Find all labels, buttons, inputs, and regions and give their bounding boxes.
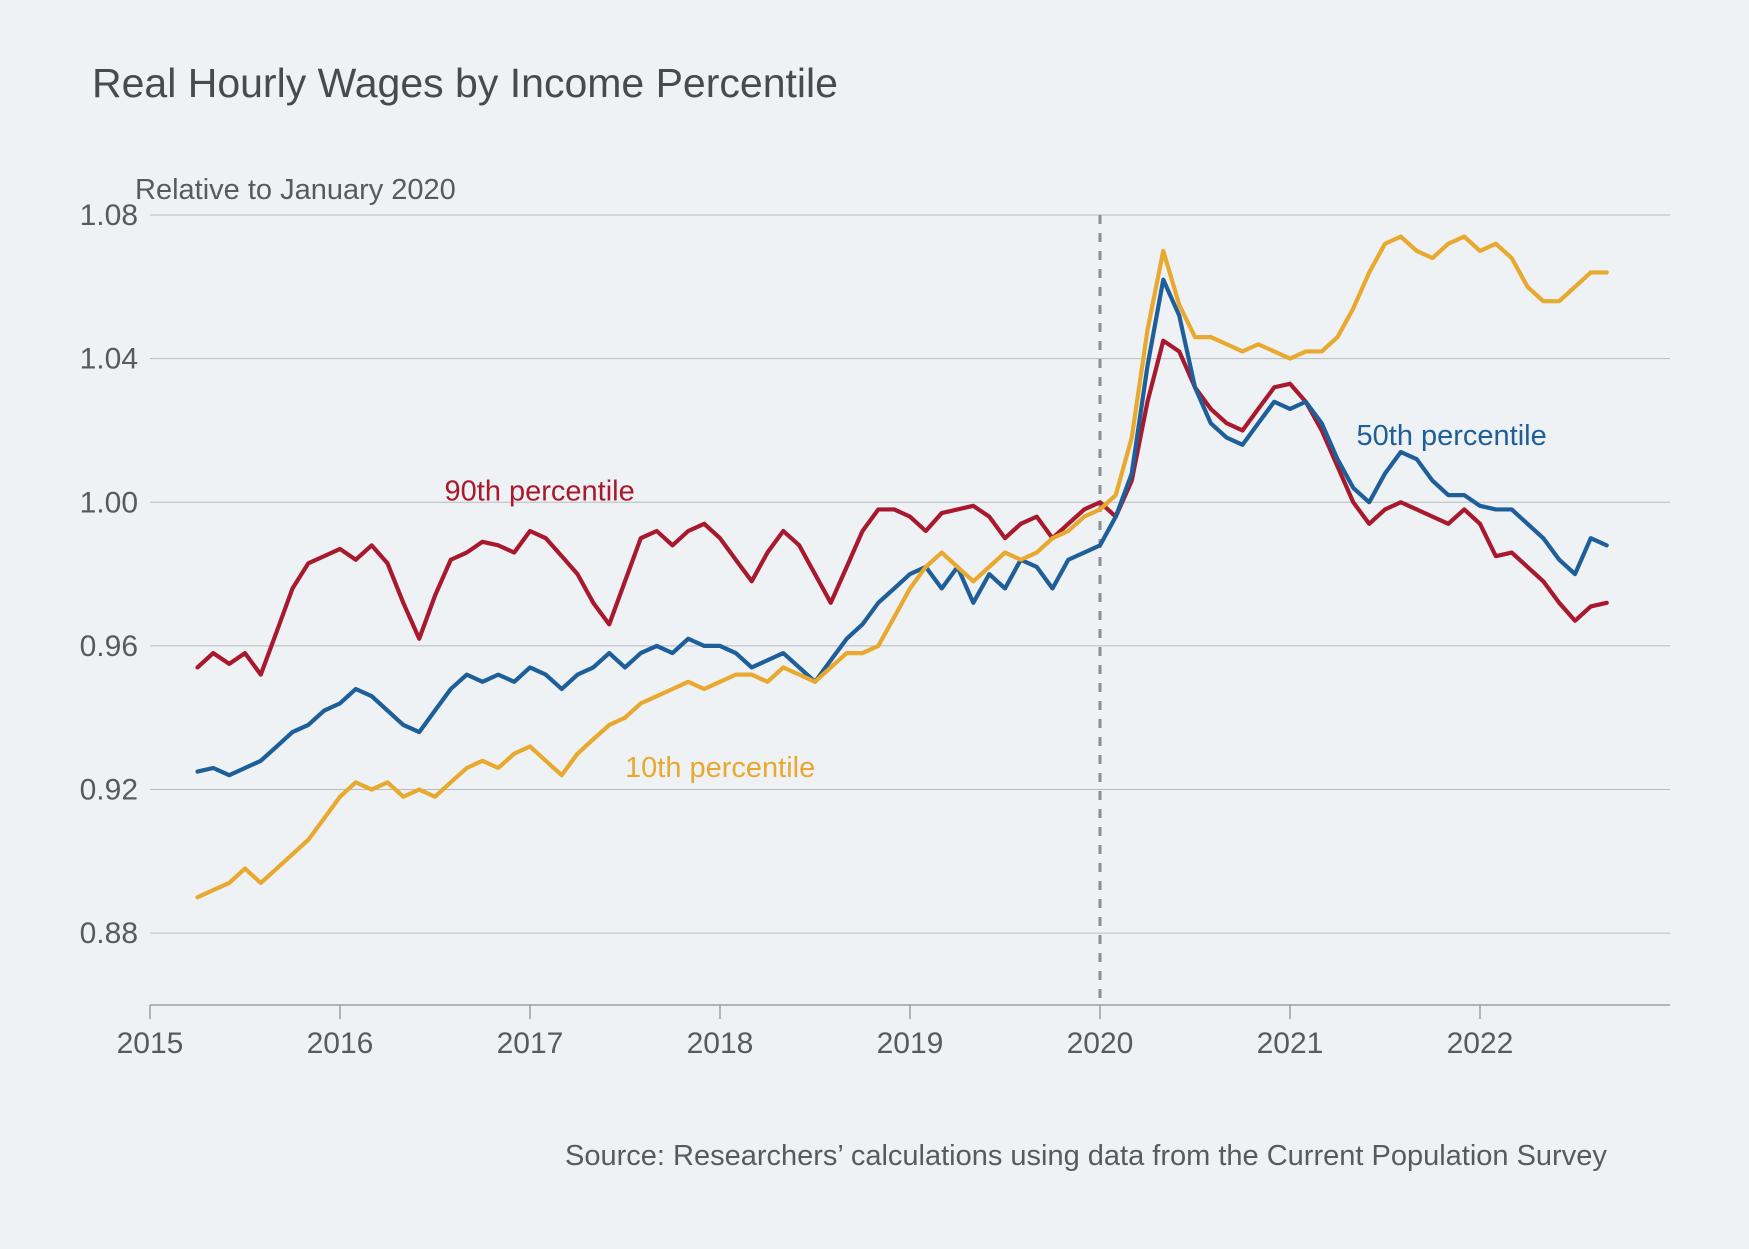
x-axis-label: 2016 (307, 1027, 374, 1060)
y-axis-label: 1.08 (80, 199, 138, 232)
x-axis-label: 2017 (497, 1027, 564, 1060)
series-50th-percentile (198, 280, 1607, 776)
x-axis-label: 2021 (1257, 1027, 1324, 1060)
series-10th-percentile (198, 237, 1607, 898)
y-axis-label: 0.88 (80, 917, 138, 950)
series-label: 90th percentile (445, 475, 635, 507)
x-axis-label: 2019 (877, 1027, 944, 1060)
x-axis-label: 2015 (117, 1027, 184, 1060)
y-axis-label: 1.04 (80, 343, 138, 376)
x-axis-label: 2020 (1067, 1027, 1134, 1060)
x-axis-label: 2018 (687, 1027, 754, 1060)
series-label: 50th percentile (1357, 420, 1547, 452)
y-axis-label: 0.96 (80, 630, 138, 663)
x-axis-label: 2022 (1447, 1027, 1514, 1060)
series-label: 10th percentile (625, 752, 815, 784)
line-chart: 0.88 0.92 0.96 1.00 1.04 1.08 2015 2016 2017 2018… (0, 0, 1749, 1249)
chart-page: Real Hourly Wages by Income Percentile R… (0, 0, 1749, 1249)
series-90th-percentile (198, 341, 1607, 675)
chart-source: Source: Researchers’ calculations using … (565, 1140, 1607, 1173)
y-axis-label: 0.92 (80, 774, 138, 807)
y-axis-label: 1.00 (80, 486, 138, 519)
